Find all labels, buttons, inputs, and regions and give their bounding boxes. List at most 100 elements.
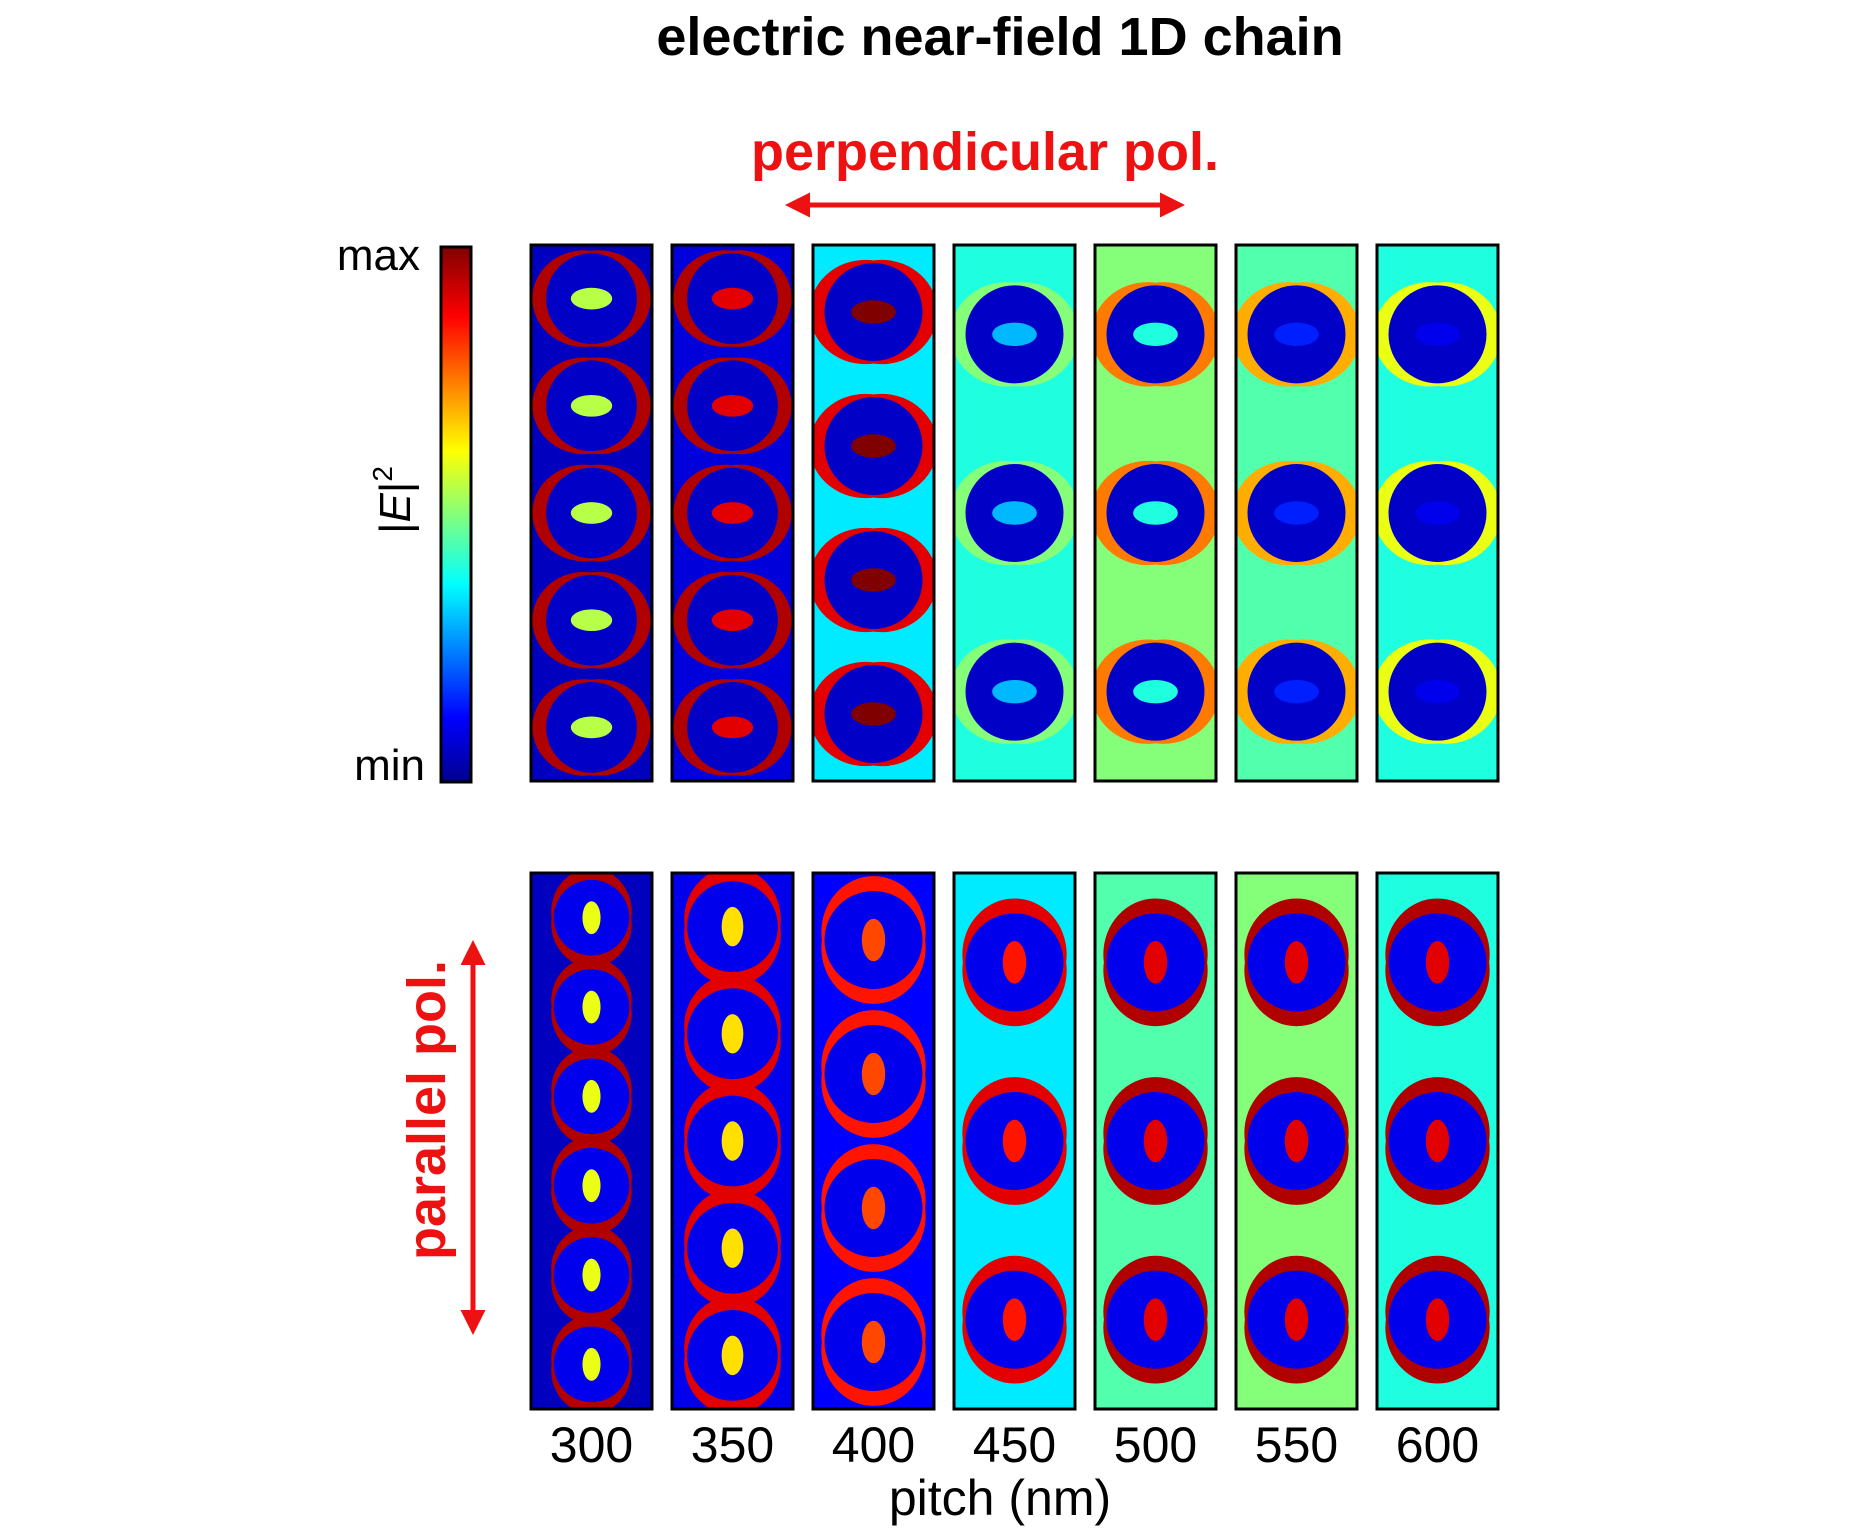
particle — [551, 1047, 632, 1146]
particle-core — [851, 434, 896, 458]
perpendicular-panel-550 — [1234, 243, 1359, 783]
particle — [1236, 639, 1357, 744]
panel-frame — [1375, 243, 1500, 783]
particle-core — [861, 1052, 886, 1096]
panel-frame — [670, 871, 795, 1411]
perpendicular-panel-350 — [670, 243, 795, 783]
panel-frame — [1234, 871, 1359, 1411]
particle — [532, 679, 651, 776]
particle — [673, 679, 792, 776]
pitch-tick-600: 600 — [1396, 1417, 1479, 1473]
particle — [1385, 898, 1490, 1027]
parallel-panel-400 — [811, 871, 936, 1411]
particle-core — [582, 901, 601, 935]
particle-core — [861, 918, 886, 962]
panel-frame — [952, 243, 1077, 783]
particle-core — [1133, 322, 1178, 347]
parallel-panel-350 — [670, 871, 795, 1411]
particle — [1377, 639, 1498, 744]
parallel-panel-500 — [1093, 871, 1218, 1411]
particle — [551, 1225, 632, 1325]
parallel-panel-row — [529, 871, 1500, 1411]
particle — [1095, 460, 1216, 566]
colorbar-max-label: max — [337, 231, 420, 280]
particle — [813, 661, 934, 767]
particle-core — [992, 322, 1037, 347]
particle — [1103, 898, 1208, 1027]
particle — [1103, 1077, 1208, 1205]
colorbar-quantity-suffix: | — [371, 482, 420, 493]
particle-core — [711, 394, 754, 417]
particle-core — [582, 990, 601, 1024]
particle-core — [711, 716, 754, 739]
particle — [684, 974, 781, 1093]
particle — [673, 571, 792, 669]
particle — [551, 1315, 632, 1409]
particle-core — [570, 287, 613, 310]
panel-frame — [811, 871, 936, 1411]
particle-core — [570, 716, 613, 739]
perpendicular-pol-label: perpendicular pol. — [751, 122, 1219, 182]
perpendicular-panel-500 — [1093, 243, 1218, 783]
particle-core — [721, 906, 744, 947]
particle — [532, 250, 651, 347]
particle — [1236, 460, 1357, 566]
particle — [684, 1081, 781, 1201]
particle — [684, 873, 781, 986]
particle-core — [582, 1347, 601, 1381]
particle — [1385, 1077, 1490, 1205]
perpendicular-panel-600 — [1375, 243, 1500, 783]
panel-frame — [1093, 871, 1218, 1411]
particle — [673, 250, 792, 347]
particle — [532, 357, 651, 455]
particle-core — [992, 501, 1037, 525]
particle-core — [721, 1335, 744, 1376]
particle-core — [1284, 941, 1309, 984]
particle — [673, 464, 792, 562]
particle-core — [1002, 941, 1027, 984]
pitch-tick-row: 300 350 400 450 500 550 600 — [550, 1417, 1479, 1473]
parallel-panel-300 — [529, 871, 654, 1411]
particle — [813, 527, 934, 633]
particle-core — [861, 1186, 886, 1230]
particle-core — [1274, 501, 1319, 525]
particle-core — [1002, 1298, 1027, 1341]
particle-core — [582, 1258, 601, 1292]
particle — [821, 1278, 926, 1406]
particle-core — [721, 1228, 744, 1268]
colorbar — [439, 245, 473, 784]
colorbar-quantity-prefix: | — [371, 522, 420, 533]
pitch-tick-300: 300 — [550, 1417, 633, 1473]
parallel-panel-600 — [1375, 871, 1500, 1411]
particle — [954, 460, 1075, 566]
perpendicular-panel-450 — [952, 243, 1077, 783]
colorbar-min-label: min — [354, 741, 425, 790]
particle-core — [570, 394, 613, 417]
colorbar-quantity-power: 2 — [367, 466, 398, 482]
particle — [821, 1010, 926, 1138]
particle — [821, 876, 926, 1004]
panel-frame — [1093, 243, 1218, 783]
particle — [1385, 1255, 1490, 1384]
particle — [1377, 460, 1498, 566]
pitch-tick-450: 450 — [973, 1417, 1056, 1473]
panel-frame — [529, 243, 654, 783]
particle-core — [1284, 1119, 1309, 1163]
panel-frame — [529, 871, 654, 1411]
figure-title: electric near-field 1D chain — [656, 7, 1343, 67]
particle-core — [570, 609, 613, 632]
particle — [684, 1296, 781, 1409]
particle-core — [570, 502, 613, 524]
particle — [1244, 898, 1349, 1027]
particle — [1103, 1255, 1208, 1384]
particle — [1377, 282, 1498, 387]
particle — [813, 259, 934, 365]
particle — [1244, 1077, 1349, 1205]
particle — [962, 898, 1067, 1027]
particle-core — [1415, 679, 1460, 704]
particle — [551, 873, 632, 967]
particle-core — [1133, 679, 1178, 704]
pitch-tick-350: 350 — [691, 1417, 774, 1473]
colorbar-quantity-label: |E|2 — [367, 466, 420, 534]
